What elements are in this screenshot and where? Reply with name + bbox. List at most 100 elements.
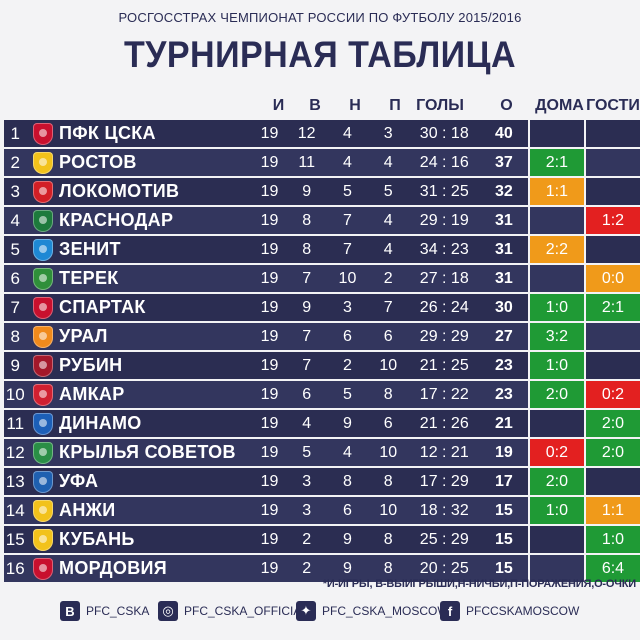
won: 9 (286, 293, 328, 323)
points: 40 (479, 120, 529, 149)
away-result: 0:2 (583, 380, 640, 410)
instagram-icon: ◎ (158, 601, 178, 621)
team-logo (26, 351, 60, 381)
won: 6 (286, 380, 328, 410)
home-result: 1:1 (527, 177, 585, 207)
played: 19 (252, 293, 287, 323)
drawn: 10 (327, 264, 368, 294)
lost: 7 (367, 293, 409, 323)
facebook-link[interactable]: f PFCCSKAMOSCOW (440, 601, 579, 621)
points: 17 (479, 467, 529, 497)
lost: 8 (367, 380, 409, 410)
goals: 25 : 29 (408, 525, 480, 555)
krasnodar-crest-icon (32, 209, 53, 232)
drawn: 9 (327, 409, 368, 439)
goals: 20 : 25 (408, 554, 480, 584)
table-row: 16 МОРДОВИЯ 19 2 9 8 20 : 25 15 6:4 (4, 554, 640, 584)
twitter-link[interactable]: ✦ PFC_CSKA_MOSCOW (296, 601, 449, 621)
position: 11 (4, 409, 27, 439)
won: 3 (286, 467, 328, 497)
drawn: 8 (327, 467, 368, 497)
away-result: 2:0 (583, 438, 640, 468)
drawn: 7 (327, 235, 368, 265)
played: 19 (252, 409, 287, 439)
lost: 4 (367, 148, 409, 178)
played: 19 (252, 235, 287, 265)
team-logo (26, 322, 60, 352)
position: 6 (4, 264, 27, 294)
goals: 24 : 16 (408, 148, 480, 178)
team-name: ДИНАМО (59, 409, 253, 439)
legend: *И-ИГРЫ, В-ВЫИГРЫШИ,Н-НИЧЬИ,П-ПОРАЖЕНИЯ,… (322, 578, 636, 590)
team-name: КРАСНОДАР (59, 206, 253, 236)
played: 19 (252, 438, 287, 468)
table-row: 9 РУБИН 19 7 2 10 21 : 25 23 1:0 (4, 351, 640, 381)
kuban-crest-icon (32, 528, 53, 551)
team-name: УФА (59, 467, 253, 497)
header-points: О (500, 97, 513, 114)
table-row: 2 РОСТОВ 19 11 4 4 24 : 16 37 2:1 (4, 148, 640, 178)
points: 30 (479, 293, 529, 323)
team-name: РОСТОВ (59, 148, 253, 178)
home-result: 1:0 (527, 496, 585, 526)
won: 2 (286, 554, 328, 584)
played: 19 (252, 120, 287, 149)
team-logo (26, 235, 60, 265)
team-logo (26, 409, 60, 439)
team-name: КРЫЛЬЯ СОВЕТОВ (59, 438, 253, 468)
points: 15 (479, 496, 529, 526)
team-logo (26, 177, 60, 207)
played: 19 (252, 525, 287, 555)
away-result: 0:0 (583, 264, 640, 294)
page-title: ТУРНИРНАЯ ТАБЛИЦА (123, 34, 516, 75)
header-goals: ГОЛЫ (416, 97, 464, 114)
drawn: 6 (327, 496, 368, 526)
home-result: 2:1 (527, 148, 585, 178)
played: 19 (252, 467, 287, 497)
cska-crest-icon (32, 122, 53, 145)
table-row: 5 ЗЕНИТ 19 8 7 4 34 : 23 31 2:2 (4, 235, 640, 265)
position: 8 (4, 322, 27, 352)
position: 2 (4, 148, 27, 178)
home-result (527, 525, 585, 555)
goals: 29 : 29 (408, 322, 480, 352)
away-result: 1:0 (583, 525, 640, 555)
dinamo-crest-icon (32, 412, 53, 435)
away-result: 1:1 (583, 496, 640, 526)
vk-link[interactable]: В PFC_CSKA (60, 601, 149, 621)
team-logo (26, 120, 60, 149)
vk-label: PFC_CSKA (86, 604, 150, 618)
played: 19 (252, 177, 287, 207)
position: 3 (4, 177, 27, 207)
points: 15 (479, 554, 529, 584)
away-result (583, 322, 640, 352)
spartak-crest-icon (32, 296, 53, 319)
table-row: 15 КУБАНЬ 19 2 9 8 25 : 29 15 1:0 (4, 525, 640, 555)
goals: 17 : 22 (408, 380, 480, 410)
goals: 29 : 19 (408, 206, 480, 236)
home-result: 2:0 (527, 467, 585, 497)
team-logo (26, 293, 60, 323)
away-result: 2:1 (583, 293, 640, 323)
table-row: 7 СПАРТАК 19 9 3 7 26 : 24 30 1:0 2:1 (4, 293, 640, 323)
played: 19 (252, 496, 287, 526)
won: 7 (286, 264, 328, 294)
away-result (583, 351, 640, 381)
facebook-label: PFCCSKAMOSCOW (466, 604, 580, 618)
lokomotiv-crest-icon (32, 180, 53, 203)
played: 19 (252, 322, 287, 352)
lost: 10 (367, 438, 409, 468)
instagram-link[interactable]: ◎ PFC_CSKA_OFFICIAL (158, 601, 308, 621)
team-logo (26, 467, 60, 497)
footer: В PFC_CSKA ◎ PFC_CSKA_OFFICIAL ✦ PFC_CSK… (0, 598, 640, 628)
drawn: 5 (327, 177, 368, 207)
team-name: ЗЕНИТ (59, 235, 253, 265)
won: 2 (286, 525, 328, 555)
away-result (583, 177, 640, 207)
home-result: 1:0 (527, 293, 585, 323)
position: 7 (4, 293, 27, 323)
position: 10 (4, 380, 27, 410)
away-result (583, 148, 640, 178)
position: 13 (4, 467, 27, 497)
lost: 4 (367, 235, 409, 265)
